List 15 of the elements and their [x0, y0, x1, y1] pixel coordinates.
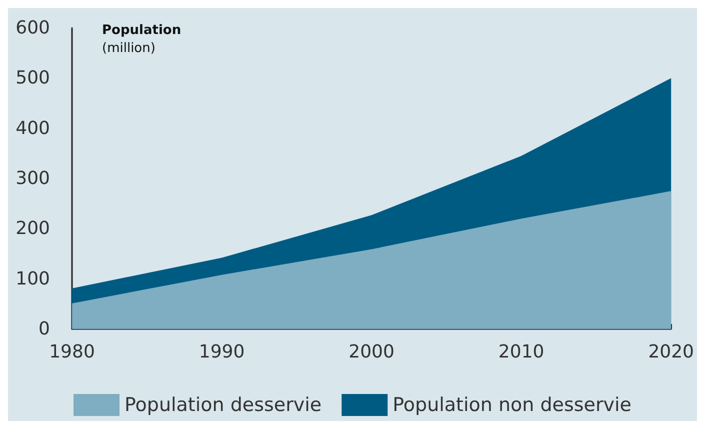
y-tick-label: 100: [16, 268, 50, 290]
y-tick-label: 200: [16, 218, 50, 240]
y-tick-label: 300: [16, 168, 50, 189]
x-tick-label: 2010: [498, 342, 544, 362]
y-tick-label: 0: [38, 318, 50, 340]
legend-label: Population non desservie: [392, 394, 632, 416]
y-tick-label: 600: [16, 18, 50, 38]
x-tick-label: 2000: [348, 342, 394, 362]
x-tick-label: 1980: [49, 342, 95, 362]
y-tick-label: 500: [16, 68, 50, 89]
y-tick-label: 400: [16, 118, 50, 139]
legend-label: Population desservie: [124, 394, 322, 416]
x-tick-label: 1990: [198, 342, 245, 362]
x-tick-label: 2020: [648, 342, 694, 362]
y-axis-title: Population (million): [102, 23, 182, 56]
